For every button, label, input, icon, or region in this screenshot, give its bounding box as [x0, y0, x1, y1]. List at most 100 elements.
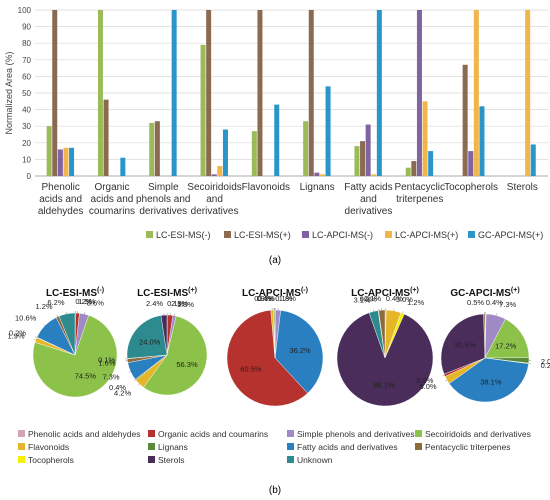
pie-slice-label: 38.1% — [480, 377, 502, 386]
bar — [525, 10, 531, 176]
legend-swatch — [287, 430, 294, 437]
bar — [354, 146, 360, 176]
bar — [308, 10, 314, 176]
legend-swatch — [146, 231, 153, 238]
pie-slice-label: 5.0% — [396, 295, 413, 304]
x-tick-label: triterpenes — [396, 194, 443, 205]
x-tick-label: Flavonoids — [242, 182, 290, 193]
pie-slice-label: 1.2% — [35, 302, 52, 311]
pie-title: GC-APCI-MS(+) — [450, 287, 519, 299]
bar — [376, 10, 382, 176]
pie-slice-label: 0.2% — [541, 361, 550, 370]
pie-slice-label: 1.2% — [407, 298, 424, 307]
y-tick-label: 100 — [18, 6, 32, 15]
leader-line — [495, 313, 497, 316]
pie-slice-label: 1.5% — [78, 297, 95, 306]
legend-label: Tocopherols — [28, 455, 74, 465]
x-tick-label: and — [206, 194, 223, 205]
pie-slice-label: 1.9% — [7, 332, 24, 341]
pie-slice-label: 6.2% — [47, 298, 64, 307]
pie-slice-label: 1.8% — [279, 294, 296, 303]
bar — [319, 174, 325, 176]
bar — [120, 157, 126, 176]
pie-slice — [440, 313, 486, 375]
pie-slice — [226, 309, 308, 407]
panel-a-label: (a) — [269, 255, 281, 266]
pie-slice — [274, 310, 324, 394]
pie-slice-label: 2.3% — [171, 299, 188, 308]
leader-line — [43, 324, 46, 326]
legend-label: LC-APCI-MS(-) — [312, 230, 373, 240]
pie-title-superscript: (+) — [511, 287, 520, 294]
pie-slice-label: 0.1% — [258, 294, 275, 303]
bar — [200, 44, 206, 176]
leader-line — [34, 336, 37, 338]
leader-line — [402, 311, 404, 314]
pie-title-main: LC-ESI-MS — [137, 288, 188, 299]
legend-swatch — [287, 456, 294, 463]
x-tick-label: Lignans — [300, 182, 335, 193]
legend-swatch — [385, 231, 392, 238]
pie-slice-label: 0.4% — [486, 298, 503, 307]
x-tick-label: Tocopherols — [444, 182, 498, 193]
legend-swatch — [415, 443, 422, 450]
y-tick-label: 40 — [22, 106, 31, 115]
bar — [411, 161, 417, 176]
pie-slice-label: 3.1% — [354, 296, 371, 305]
pie-slice-label: 0.1% — [167, 299, 184, 308]
pie-slice-label: 60.5% — [240, 365, 262, 374]
pie-slice — [32, 315, 118, 398]
bar — [468, 151, 474, 176]
pie-title-main: GC-APCI-MS — [450, 288, 511, 299]
x-tick-label: coumarins — [89, 206, 135, 217]
x-tick-label: and — [360, 194, 377, 205]
bar — [473, 10, 479, 176]
panel-a-bar-chart: Normalized Area (%) 0 10 20 30 40 50 60 70 80 90 10… — [4, 6, 548, 240]
pie-slice-label: 7.3% — [102, 372, 119, 381]
pie-slice-label: 0.4% — [386, 294, 403, 303]
bar — [206, 10, 212, 176]
legend-label: Phenolic acids and aldehydes — [28, 429, 140, 439]
bar — [303, 121, 309, 176]
x-tick-label: phenols and — [136, 194, 191, 205]
pie-slice-label: 7.3% — [499, 300, 516, 309]
pie-3: LC-APCI-MS(-)0.1%1.8%36.2%60.5%0.9%0.4%0… — [226, 287, 324, 407]
bar — [69, 147, 75, 176]
bar — [365, 124, 371, 176]
leader-line — [56, 314, 58, 317]
x-tick-label: acids and — [91, 194, 134, 205]
bar — [416, 10, 422, 176]
y-tick-label: 80 — [22, 39, 31, 48]
bar — [149, 122, 155, 176]
leader-line — [128, 371, 131, 373]
pie-slice-label: 3.0% — [419, 382, 436, 391]
bar — [222, 129, 228, 176]
pie-slice-label: 0.4% — [257, 294, 274, 303]
y-tick-label: 10 — [22, 155, 31, 164]
pie-slice — [484, 318, 530, 359]
pie-2: LC-ESI-MS(+)0.1%2.3%1.3%56.3%4.2%0.4%7.3… — [98, 287, 208, 398]
x-tick-label: aldehydes — [38, 206, 84, 217]
bar — [97, 10, 103, 176]
bar — [171, 10, 177, 176]
pie-slice — [143, 315, 208, 396]
y-tick-label: 70 — [22, 56, 31, 65]
pie-title-main: LC-APCI-MS — [242, 288, 301, 299]
pie-title: LC-APCI-MS(+) — [351, 287, 419, 299]
bar — [405, 167, 411, 176]
pie-slice — [483, 313, 486, 359]
pie-slice-label: 24.0% — [139, 337, 161, 346]
pie-slice-label: 10.6% — [15, 313, 37, 322]
legend-label: Flavonoids — [28, 442, 69, 452]
pie-slice-label: 0.1% — [275, 294, 292, 303]
y-tick-label: 20 — [22, 139, 31, 148]
panel-b-label: (b) — [269, 485, 281, 496]
bar — [63, 147, 69, 176]
pie-5: GC-APCI-MS(+)0.4%7.3%17.2%2.0%0.2%38.1%3… — [416, 287, 550, 403]
bar — [251, 131, 257, 176]
pie-slice-label: 0.2% — [9, 328, 26, 337]
legend-label: LC-APCI-MS(+) — [395, 230, 458, 240]
x-tick-label: derivatives — [139, 206, 187, 217]
legend-label: Simple phenols and derivatives — [297, 429, 415, 439]
